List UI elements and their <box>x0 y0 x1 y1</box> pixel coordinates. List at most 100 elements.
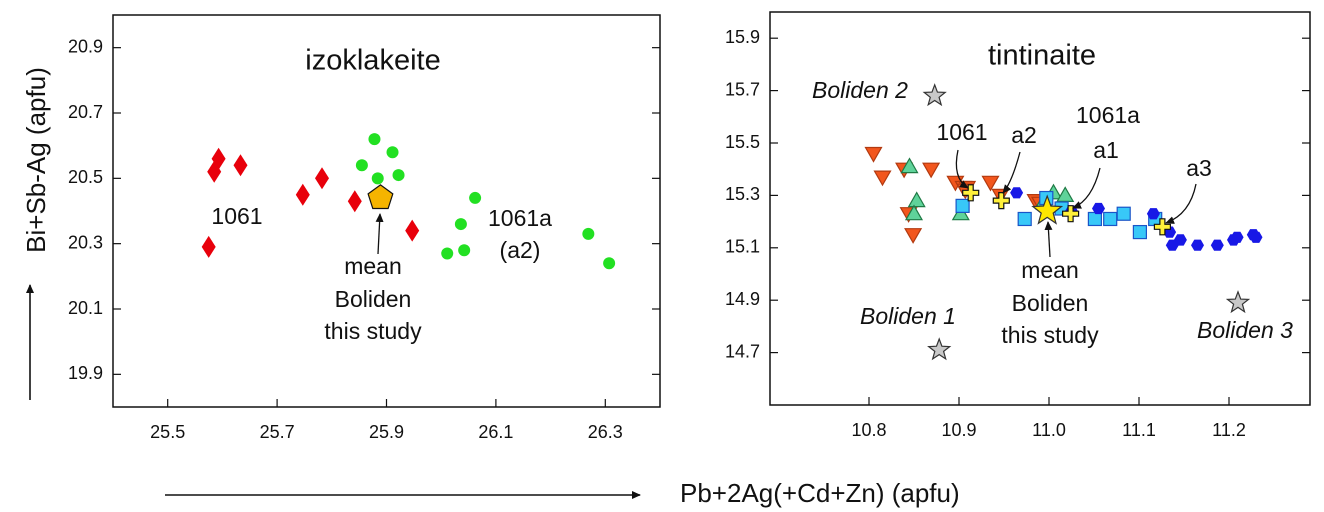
annotation: this study <box>324 318 422 344</box>
x-tick-label: 10.9 <box>941 420 976 440</box>
point <box>904 228 923 244</box>
x-tick-label: 25.9 <box>369 422 404 442</box>
point <box>582 227 595 240</box>
y-tick-label: 20.3 <box>68 232 103 252</box>
point <box>405 219 420 242</box>
annotation-arrow <box>375 213 384 255</box>
panel-title: izoklakeite <box>305 45 440 77</box>
point <box>900 157 919 174</box>
point <box>907 191 926 208</box>
annotation-arrow <box>1002 151 1021 194</box>
x-tick-label: 25.5 <box>150 422 185 442</box>
point <box>1061 205 1080 223</box>
annotation: 1061 <box>936 119 987 145</box>
point <box>922 162 941 179</box>
point <box>233 154 248 177</box>
y-tick-label: 15.9 <box>725 27 760 47</box>
y-tick-label: 14.9 <box>725 289 760 309</box>
point <box>211 147 226 170</box>
point <box>386 146 399 159</box>
annotation: this study <box>1001 322 1099 348</box>
x-tick-label: 11.2 <box>1212 420 1246 440</box>
y-tick-label: 20.7 <box>68 102 103 122</box>
point <box>295 183 310 206</box>
annotation: Boliden <box>335 286 412 312</box>
point <box>469 191 482 204</box>
point <box>1010 187 1024 199</box>
y-tick-label: 15.7 <box>725 79 760 99</box>
annotation-arrow <box>1044 221 1053 258</box>
point <box>1092 202 1105 215</box>
point <box>1165 239 1179 251</box>
x-tick-label: 11.0 <box>1032 420 1066 440</box>
x-tick-label: 11.1 <box>1122 420 1156 440</box>
point <box>1031 194 1064 225</box>
point <box>1087 211 1103 227</box>
annotation-arrow <box>1072 167 1101 209</box>
y-tick-label: 14.7 <box>725 341 760 361</box>
point <box>347 190 362 213</box>
y-tick-label: 20.5 <box>68 167 103 187</box>
point <box>315 167 329 190</box>
x-axis-label: Pb+2Ag(+Cd+Zn) (apfu) <box>680 478 960 508</box>
y-axis-label: Bi+Sb-Ag (apfu) <box>21 67 51 253</box>
annotation: a2 <box>1011 122 1037 148</box>
annotation: 1061a <box>488 205 552 231</box>
point <box>1132 224 1148 240</box>
point <box>1225 290 1251 314</box>
point <box>458 244 471 257</box>
point <box>864 146 883 163</box>
point <box>1230 231 1244 243</box>
point <box>922 83 947 107</box>
x-tick-label: 10.8 <box>851 420 886 440</box>
point <box>1056 186 1075 202</box>
point <box>1210 239 1224 251</box>
point <box>454 218 467 231</box>
point <box>355 159 368 172</box>
point <box>1191 239 1204 251</box>
point <box>1249 231 1263 243</box>
point <box>368 133 381 146</box>
annotation: 1061 <box>211 203 262 229</box>
point <box>1146 208 1160 220</box>
point <box>873 170 892 187</box>
point <box>927 337 952 361</box>
annotation: Boliden 1 <box>860 303 956 329</box>
point <box>992 192 1010 210</box>
y-tick-label: 15.1 <box>725 237 760 257</box>
point <box>392 169 405 182</box>
annotation: mean <box>344 253 402 279</box>
annotation-arrow <box>955 149 969 189</box>
plot-frame <box>769 11 1311 406</box>
annotation: 1061a <box>1076 102 1140 128</box>
point <box>904 204 924 221</box>
point <box>1153 218 1172 236</box>
annotation: a1 <box>1093 137 1119 163</box>
point <box>441 247 454 260</box>
annotation: (a2) <box>500 237 541 263</box>
annotation: mean <box>1021 257 1079 283</box>
y-tick-label: 20.1 <box>68 298 103 318</box>
point <box>371 172 384 185</box>
x-tick-label: 26.1 <box>478 422 513 442</box>
y-tick-label: 15.5 <box>725 132 760 152</box>
y-tick-label: 19.9 <box>68 363 103 383</box>
x-tick-label: 26.3 <box>588 422 623 442</box>
y-tick-label: 20.9 <box>68 36 103 56</box>
x-tick-label: 25.7 <box>260 422 295 442</box>
point <box>603 257 616 270</box>
annotation: Boliden <box>1012 290 1089 316</box>
point <box>201 235 216 258</box>
point <box>1116 206 1131 221</box>
annotation: Boliden 2 <box>812 77 908 103</box>
y-tick-label: 15.3 <box>725 184 760 204</box>
point <box>955 198 970 213</box>
annotation: a3 <box>1186 155 1212 181</box>
point <box>1103 211 1118 227</box>
point <box>962 184 980 202</box>
annotation: Boliden 3 <box>1197 317 1293 343</box>
point <box>367 184 394 210</box>
point <box>1017 211 1032 227</box>
panel-title: tintinaite <box>988 40 1096 72</box>
